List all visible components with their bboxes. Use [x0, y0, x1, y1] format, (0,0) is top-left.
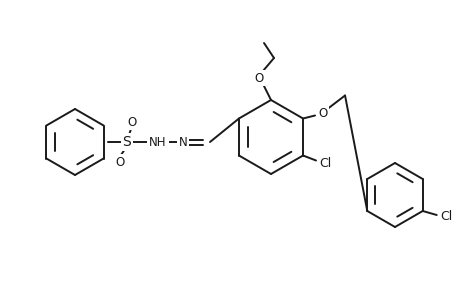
Text: Cl: Cl — [318, 157, 330, 170]
Text: O: O — [254, 71, 263, 85]
Text: S: S — [123, 135, 131, 149]
Text: Cl: Cl — [440, 211, 452, 224]
Text: O: O — [318, 107, 327, 120]
Text: O: O — [127, 116, 136, 128]
Text: NH: NH — [149, 136, 166, 148]
Text: N: N — [178, 136, 187, 148]
Text: O: O — [115, 155, 124, 169]
